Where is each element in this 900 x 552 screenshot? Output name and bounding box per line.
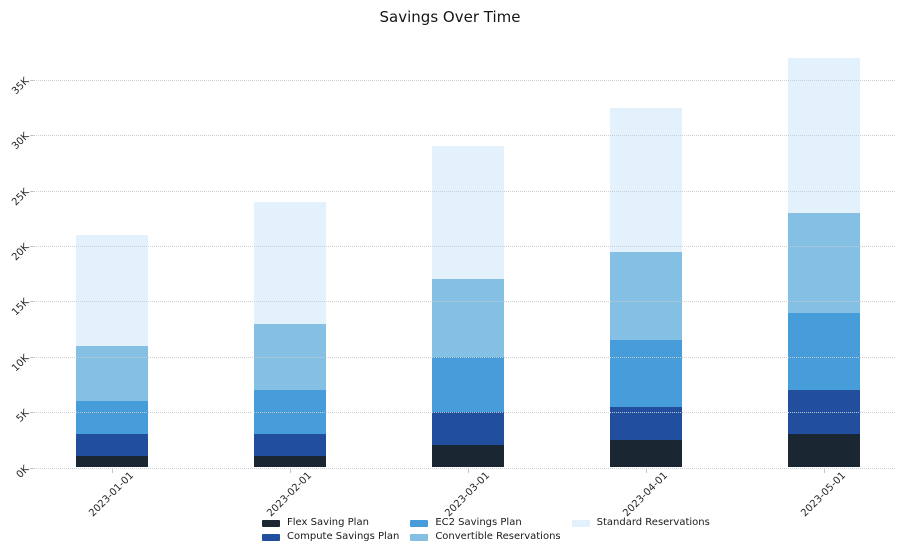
bar-segment-2023-03-01-flex-saving-plan bbox=[432, 445, 504, 468]
legend-item-convertible-reservations: Convertible Reservations bbox=[410, 530, 561, 544]
x-axis-tick bbox=[824, 468, 825, 473]
y-tick-label: 10K bbox=[10, 352, 32, 374]
bar-segment-2023-01-01-ec2-savings-plan bbox=[76, 401, 148, 435]
x-axis-tick bbox=[112, 468, 113, 473]
bar-segment-2023-03-01-compute-savings-plan bbox=[432, 412, 504, 446]
y-axis-tick bbox=[30, 356, 34, 358]
y-axis-tick bbox=[30, 467, 34, 469]
gridline-35K bbox=[34, 80, 895, 82]
legend-label: Compute Savings Plan bbox=[287, 531, 400, 542]
bar-segment-2023-05-01-standard-reservations bbox=[788, 57, 860, 213]
bar-segment-2023-03-01-ec2-savings-plan bbox=[432, 356, 504, 413]
bar-segment-2023-02-01-ec2-savings-plan bbox=[254, 390, 326, 435]
y-axis-tick bbox=[30, 80, 34, 82]
bar-segment-2023-03-01-convertible-reservations bbox=[432, 279, 504, 357]
ec2-savings-plan-swatch-icon bbox=[410, 519, 429, 527]
y-tick-label: 5K bbox=[14, 407, 32, 425]
y-tick-label: 25K bbox=[10, 186, 32, 208]
legend-label: Standard Reservations bbox=[596, 517, 710, 528]
convertible-reservations-swatch-icon bbox=[410, 533, 429, 541]
bar-segment-2023-04-01-ec2-savings-plan bbox=[610, 340, 682, 407]
bar-segment-2023-02-01-compute-savings-plan bbox=[254, 434, 326, 457]
bar-segment-2023-04-01-compute-savings-plan bbox=[610, 406, 682, 440]
y-tick-label: 35K bbox=[10, 75, 32, 98]
y-axis-tick bbox=[30, 301, 34, 303]
y-axis-tick bbox=[30, 246, 34, 248]
bar-segment-2023-05-01-convertible-reservations bbox=[788, 212, 860, 313]
legend-label: EC2 Savings Plan bbox=[435, 517, 522, 528]
legend-label: Convertible Reservations bbox=[435, 531, 561, 542]
bar-segment-2023-02-01-standard-reservations bbox=[254, 201, 326, 324]
y-axis-tick bbox=[30, 190, 34, 192]
bar-segment-2023-05-01-ec2-savings-plan bbox=[788, 312, 860, 390]
bar-segment-2023-04-01-flex-saving-plan bbox=[610, 439, 682, 468]
legend-item-ec2-savings-plan: EC2 Savings Plan bbox=[410, 516, 560, 530]
bar-segment-2023-03-01-standard-reservations bbox=[432, 146, 504, 280]
gridline-0K bbox=[34, 467, 895, 469]
bar-segment-2023-05-01-compute-savings-plan bbox=[788, 390, 860, 435]
bar-segment-2023-01-01-convertible-reservations bbox=[76, 345, 148, 402]
y-axis-tick bbox=[30, 412, 34, 414]
legend-item-standard-reservations: Standard Reservations bbox=[571, 516, 710, 530]
x-axis-tick bbox=[290, 468, 291, 473]
bar-segment-2023-01-01-compute-savings-plan bbox=[76, 434, 148, 457]
bar-segment-2023-02-01-convertible-reservations bbox=[254, 323, 326, 390]
legend-label: Flex Saving Plan bbox=[287, 517, 369, 528]
gridline-30K bbox=[34, 135, 895, 137]
x-axis-tick bbox=[468, 468, 469, 473]
legend-column: Standard Reservations bbox=[571, 516, 710, 544]
bar-segment-2023-01-01-flex-saving-plan bbox=[76, 456, 148, 468]
bar-segment-2023-01-01-standard-reservations bbox=[76, 235, 148, 346]
legend-item-flex-saving-plan: Flex Saving Plan bbox=[262, 516, 399, 530]
legend-item-compute-savings-plan: Compute Savings Plan bbox=[262, 530, 399, 544]
x-axis-tick bbox=[646, 468, 647, 473]
y-tick-label: 0K bbox=[14, 463, 32, 481]
y-axis-tick bbox=[30, 135, 34, 137]
chart-title: Savings Over Time bbox=[379, 8, 521, 26]
flex-saving-plan-swatch-icon bbox=[262, 519, 280, 527]
legend-column: EC2 Savings Plan Convertible Reservation… bbox=[410, 516, 561, 544]
bar-segment-2023-04-01-convertible-reservations bbox=[610, 251, 682, 341]
compute-savings-plan-swatch-icon bbox=[262, 533, 280, 541]
bar-segment-2023-05-01-flex-saving-plan bbox=[788, 434, 860, 468]
chart-legend: Flex Saving Plan Compute Savings Plan EC… bbox=[262, 516, 710, 544]
bar-segment-2023-02-01-flex-saving-plan bbox=[254, 456, 326, 468]
y-tick-label: 20K bbox=[10, 241, 32, 264]
bar-segment-2023-04-01-standard-reservations bbox=[610, 107, 682, 252]
standard-reservations-swatch-icon bbox=[571, 519, 590, 527]
legend-column: Flex Saving Plan Compute Savings Plan bbox=[262, 516, 399, 544]
y-tick-label: 30K bbox=[10, 131, 32, 153]
y-tick-label: 15K bbox=[10, 297, 32, 319]
